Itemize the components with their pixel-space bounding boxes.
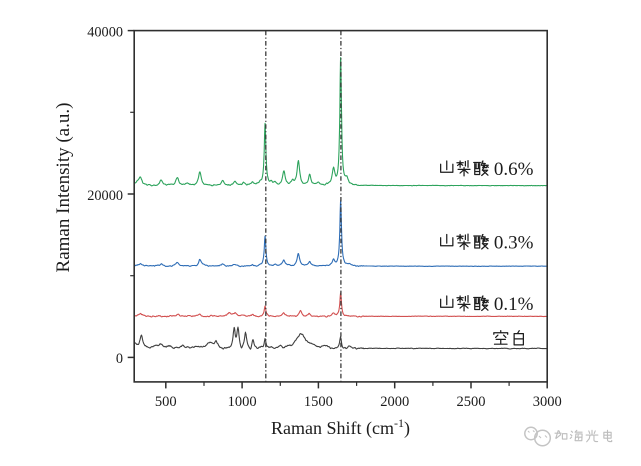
svg-text:0.1%: 0.1% — [494, 294, 534, 315]
svg-text:1500: 1500 — [304, 394, 333, 410]
svg-text:0: 0 — [116, 351, 123, 367]
svg-text:20000: 20000 — [87, 188, 123, 204]
svg-text:40000: 40000 — [87, 24, 123, 40]
svg-text:2000: 2000 — [380, 394, 409, 410]
svg-text:Raman Intensity (a.u.): Raman Intensity (a.u.) — [53, 103, 74, 273]
svg-text:Raman Shift (cm-1): Raman Shift (cm-1) — [271, 416, 410, 439]
svg-text:1000: 1000 — [228, 394, 257, 410]
svg-text:0.6%: 0.6% — [494, 159, 534, 180]
svg-text:500: 500 — [155, 394, 177, 410]
svg-text:0.3%: 0.3% — [494, 233, 534, 254]
svg-text:3000: 3000 — [533, 394, 562, 410]
svg-text:2500: 2500 — [457, 394, 486, 410]
